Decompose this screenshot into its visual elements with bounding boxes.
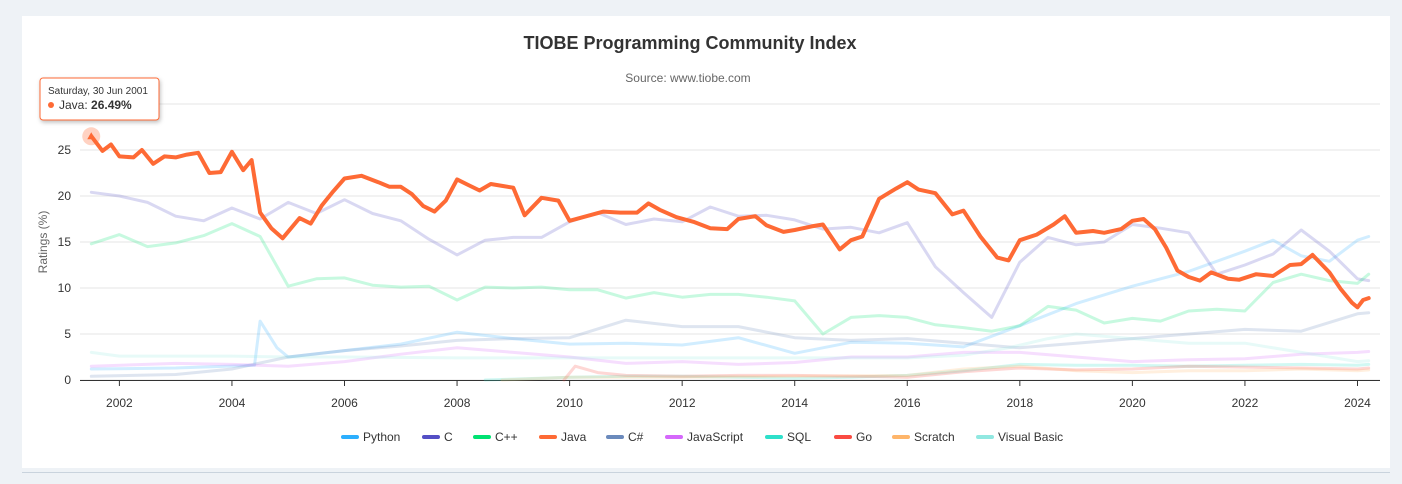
y-axis-title: Ratings (%) xyxy=(36,211,50,274)
y-tick-label: 20 xyxy=(58,189,72,203)
legend-item-c[interactable]: C xyxy=(422,430,453,444)
legend-label: C++ xyxy=(495,430,518,444)
legend-item-python[interactable]: Python xyxy=(341,430,400,444)
legend-label: C# xyxy=(628,430,644,444)
legend-label: SQL xyxy=(787,430,811,444)
series-line-visual-basic xyxy=(89,332,1371,364)
x-tick-label: 2004 xyxy=(219,396,246,410)
x-tick-label: 2024 xyxy=(1344,396,1371,410)
series-line-c xyxy=(89,190,1371,319)
x-tick-label: 2022 xyxy=(1232,396,1259,410)
legend-label: Go xyxy=(856,430,872,444)
tooltip-box xyxy=(39,77,160,121)
series-line-go xyxy=(562,364,1371,382)
series-line-python xyxy=(89,235,1371,371)
legend-item-go[interactable]: Go xyxy=(834,430,872,444)
y-tick-label: 0 xyxy=(64,373,71,387)
legend-label: JavaScript xyxy=(687,430,744,444)
y-tick-label: 10 xyxy=(58,281,72,295)
x-tick-label: 2002 xyxy=(106,396,133,410)
chart-subtitle: Source: www.tiobe.com xyxy=(625,71,750,85)
legend-item-java[interactable]: Java xyxy=(539,430,587,444)
tooltip: Saturday, 30 Jun 2001 Java: 26.49% xyxy=(39,77,160,121)
x-axis-ticks: 2002 2004 2006 2008 2010 2012 2014 2016 2018 2020… xyxy=(80,380,1380,410)
tooltip-label: Java: xyxy=(59,98,91,112)
x-tick-label: 2008 xyxy=(444,396,471,410)
legend-label: Visual Basic xyxy=(998,430,1063,444)
tooltip-date: Saturday, 30 Jun 2001 xyxy=(48,86,148,97)
bottom-divider xyxy=(22,472,1390,473)
series-line-c- xyxy=(89,311,1371,378)
hover-marker xyxy=(87,132,96,140)
legend-item-c-[interactable]: C# xyxy=(606,430,644,444)
y-axis-ticks: 0 5 10 15 20 25 xyxy=(58,143,72,387)
x-tick-label: 2006 xyxy=(331,396,358,410)
series-lines xyxy=(82,127,1371,382)
x-tick-label: 2012 xyxy=(669,396,696,410)
x-tick-label: 2016 xyxy=(894,396,921,410)
tooltip-dot xyxy=(48,102,54,108)
x-tick-label: 2014 xyxy=(781,396,808,410)
y-tick-label: 15 xyxy=(58,235,72,249)
x-tick-label: 2020 xyxy=(1119,396,1146,410)
legend-item-javascript[interactable]: JavaScript xyxy=(665,430,744,444)
legend-item-scratch[interactable]: Scratch xyxy=(892,430,955,444)
legend-label: C xyxy=(444,430,453,444)
series-line-sql xyxy=(483,362,1371,382)
legend-item-c-[interactable]: C++ xyxy=(473,430,518,444)
y-tick-label: 5 xyxy=(64,327,71,341)
series-line-java xyxy=(89,134,1371,310)
series-line-javascript xyxy=(89,346,1371,368)
tooltip-value: 26.49% xyxy=(91,98,132,112)
x-tick-label: 2010 xyxy=(556,396,583,410)
legend-label: Scratch xyxy=(914,430,955,444)
tooltip-row: Java: 26.49% xyxy=(59,98,132,112)
legend-label: Python xyxy=(363,430,400,444)
legend[interactable]: Python C C++ Java C# JavaScript SQL Go Scratch Vi… xyxy=(341,430,1063,444)
legend-item-sql[interactable]: SQL xyxy=(765,430,811,444)
series-line-c- xyxy=(89,222,1371,336)
legend-item-visual-basic[interactable]: Visual Basic xyxy=(976,430,1063,444)
x-tick-label: 2018 xyxy=(1006,396,1033,410)
y-tick-label: 25 xyxy=(58,143,72,157)
chart-title: TIOBE Programming Community Index xyxy=(523,33,856,53)
series-line-scratch xyxy=(500,364,1371,382)
legend-label: Java xyxy=(561,430,587,444)
